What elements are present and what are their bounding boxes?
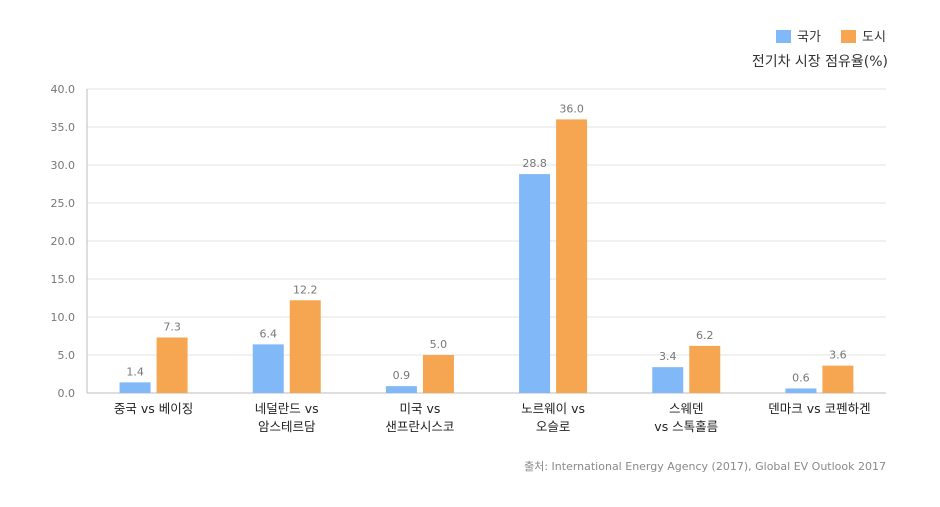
bar-city: [289, 300, 321, 393]
data-label: 0.9: [393, 369, 411, 382]
category-label: 중국 vs 베이징: [114, 401, 193, 416]
y-tick-label: 35.0: [51, 121, 76, 134]
data-label: 12.2: [293, 283, 318, 296]
y-tick-label: 5.0: [58, 349, 76, 362]
label-layer: 1.4 7.3 6.4 12.2 0.9 5.0 28.8 36.0 3.4 6.2 0.6 3.6: [126, 102, 846, 384]
category-label: 미국 vs: [399, 401, 440, 416]
legend-swatch-country: [776, 30, 791, 43]
data-label: 3.6: [829, 349, 847, 362]
bar-country: [385, 386, 417, 393]
legend-swatch-city: [841, 30, 856, 43]
source-note: 출처: International Energy Agency (2017), …: [524, 460, 886, 473]
data-label: 28.8: [522, 157, 547, 170]
y-tick-label: 0.0: [58, 387, 76, 400]
data-label: 6.4: [260, 327, 278, 340]
category-label: 샌프란시스코: [385, 419, 454, 434]
category-label: 오슬로: [536, 419, 571, 434]
data-label: 1.4: [126, 365, 144, 378]
bar-city: [556, 119, 588, 394]
bar-city: [422, 355, 454, 393]
bar-city: [156, 337, 188, 393]
data-label: 0.6: [792, 371, 810, 384]
y-tick-label: 40.0: [51, 83, 76, 96]
bar-layer: [119, 119, 854, 394]
bar-country: [252, 344, 284, 393]
chart-title: 전기차 시장 점유율(%): [752, 54, 888, 70]
bar-country: [519, 174, 551, 393]
category-label: 노르웨이 vs: [521, 401, 585, 416]
legend-label-country: 국가: [797, 30, 821, 45]
data-label: 6.2: [696, 329, 714, 342]
data-label: 5.0: [430, 338, 448, 351]
bar-country: [652, 367, 684, 393]
category-label: 네덜란드 vs: [255, 401, 319, 416]
y-tick-label: 20.0: [51, 235, 76, 248]
y-tick-label: 10.0: [51, 311, 76, 324]
bar-country: [785, 388, 817, 393]
data-label: 3.4: [659, 350, 677, 363]
data-label: 7.3: [163, 321, 181, 334]
grid-layer: [87, 88, 886, 394]
data-label: 36.0: [559, 102, 584, 115]
legend: 국가 도시: [776, 30, 886, 45]
y-tick-label: 15.0: [51, 273, 76, 286]
legend-label-city: 도시: [862, 30, 886, 45]
bar-country: [119, 382, 151, 393]
axis-layer: 0.0 5.0 10.0 15.0 20.0 25.0 30.0 35.0 40.0 중국 vs …: [51, 83, 871, 434]
category-label: 암스테르담: [258, 419, 316, 434]
y-tick-label: 30.0: [51, 159, 76, 172]
category-label: 스웨덴: [669, 401, 704, 416]
category-label: 덴마크 vs 코펜하겐: [768, 401, 870, 416]
bar-city: [689, 345, 721, 393]
y-tick-label: 25.0: [51, 197, 76, 210]
bar-city: [822, 365, 854, 393]
category-label: vs 스톡홀름: [654, 419, 718, 434]
